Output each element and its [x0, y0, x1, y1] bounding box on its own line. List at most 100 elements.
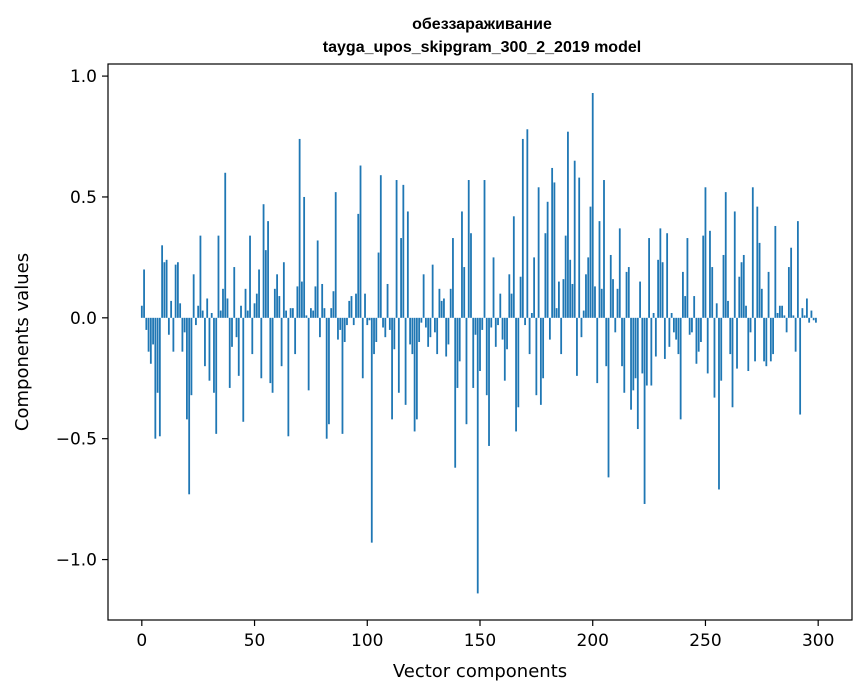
bar-228	[654, 317, 657, 357]
chart-subtitle: tayga_upos_skipgram_300_2_2019 model	[323, 39, 641, 56]
bar-98	[361, 317, 364, 379]
bar-206	[605, 317, 608, 367]
bar-147	[472, 317, 475, 388]
bar-254	[713, 317, 716, 398]
bar-31	[210, 312, 213, 318]
bar-47	[246, 310, 249, 318]
bar-114	[397, 317, 400, 393]
bar-245	[693, 296, 696, 318]
bar-194	[578, 177, 581, 318]
bar-283	[778, 305, 781, 318]
bar-261	[729, 317, 732, 355]
bar-129	[431, 264, 434, 318]
bar-292	[799, 317, 802, 415]
bar-102	[370, 317, 373, 543]
bar-271	[751, 187, 754, 318]
bar-33	[215, 317, 218, 434]
bar-159	[499, 293, 502, 318]
bar-176	[537, 187, 540, 318]
bar-297	[810, 310, 813, 318]
bar-222	[641, 317, 644, 374]
bar-99	[364, 293, 366, 318]
bar-63	[282, 262, 285, 318]
y-tick-label: −0.5	[56, 430, 97, 450]
bar-34	[217, 235, 220, 318]
y-tick-label: 0.0	[70, 309, 97, 329]
bar-44	[240, 305, 242, 318]
bar-184	[555, 308, 558, 318]
y-axis-ticks: −1.0 −0.5 0.0 0.5 1.0	[56, 67, 108, 571]
bar-50	[253, 303, 256, 318]
bar-115	[400, 238, 402, 318]
plot-frame	[107, 63, 853, 621]
bar-38	[226, 298, 229, 318]
bar-289	[792, 315, 795, 318]
bar-212	[618, 228, 621, 318]
bar-57	[269, 317, 272, 384]
bar-178	[542, 317, 545, 379]
bar-270	[749, 317, 752, 333]
y-tick-label: 0.5	[70, 188, 97, 208]
bar-285	[783, 315, 786, 318]
bar-54	[262, 204, 265, 318]
bar-277	[765, 317, 768, 367]
bar-36	[222, 288, 224, 318]
bar-137	[449, 288, 452, 318]
bar-241	[684, 296, 687, 318]
bar-14	[172, 317, 175, 352]
bar-60	[276, 274, 278, 318]
bar-255	[715, 303, 718, 318]
bar-278	[767, 271, 770, 318]
bar-100	[366, 317, 369, 326]
bar-227	[652, 312, 655, 318]
bar-236	[672, 317, 675, 333]
bar-183	[553, 182, 556, 318]
bar-151	[481, 317, 484, 330]
x-tick-label: 200	[577, 631, 609, 651]
bar-284	[781, 305, 784, 318]
bar-240	[682, 271, 684, 318]
bar-239	[679, 317, 682, 420]
bar-83	[328, 317, 330, 425]
bar-259	[724, 192, 727, 318]
bar-224	[645, 317, 648, 386]
bar-215	[625, 271, 628, 318]
bar-269	[747, 317, 750, 372]
bar-9	[161, 245, 164, 318]
bar-81	[323, 308, 326, 318]
bar-193	[576, 317, 578, 376]
bar-64	[285, 310, 288, 318]
bar-145	[467, 180, 470, 318]
bar-25	[197, 305, 200, 318]
bar-288	[790, 247, 793, 318]
bar-229	[657, 259, 660, 318]
bar-122	[415, 317, 418, 420]
bar-280	[772, 317, 774, 355]
bar-218	[632, 317, 635, 391]
bar-267	[742, 254, 745, 318]
bar-10	[163, 262, 166, 318]
bar-8	[158, 317, 161, 437]
bar-165	[512, 216, 515, 318]
bar-62	[280, 317, 283, 367]
bar-11	[165, 259, 168, 318]
bar-82	[325, 317, 328, 439]
bar-93	[350, 296, 353, 318]
bar-87	[337, 317, 339, 340]
bar-233	[666, 233, 669, 318]
bar-103	[373, 317, 375, 355]
bar-88	[339, 317, 342, 330]
bar-211	[616, 288, 619, 318]
bar-205	[603, 180, 605, 318]
bar-146	[470, 233, 472, 318]
bar-198	[587, 257, 590, 318]
bar-268	[745, 305, 747, 318]
bar-293	[801, 308, 804, 318]
bar-140	[456, 317, 459, 388]
bar-91	[346, 317, 348, 326]
bar-55	[264, 250, 267, 318]
bar-182	[551, 167, 554, 318]
bar-106	[379, 175, 382, 318]
bar-113	[395, 180, 398, 318]
bar-12	[167, 317, 170, 335]
